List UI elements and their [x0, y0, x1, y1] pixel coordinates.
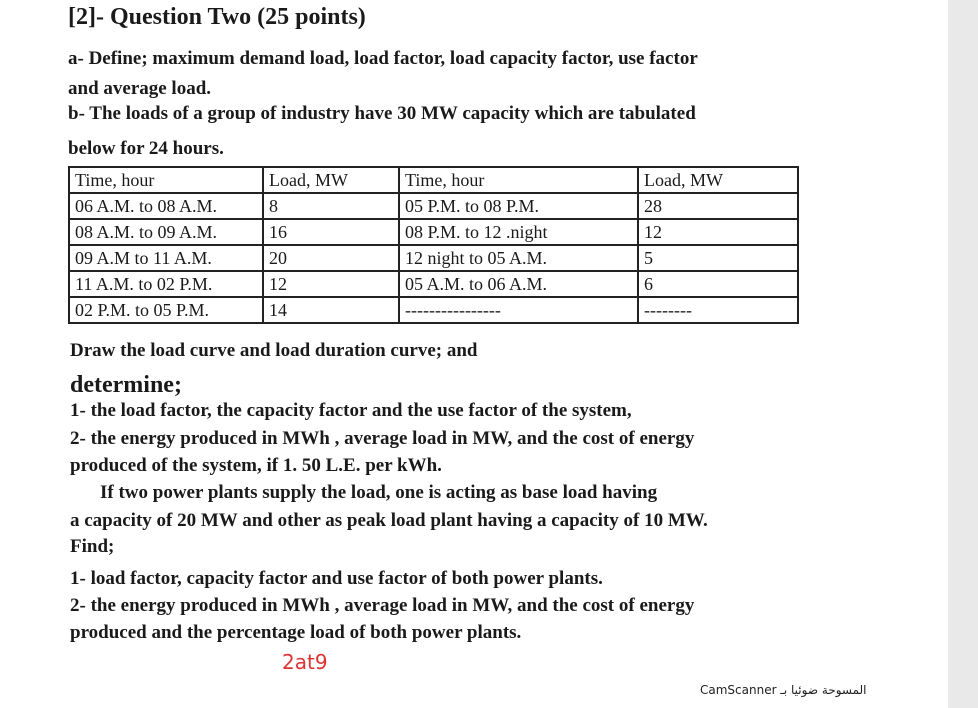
part-a-line: a- Define; maximum demand load, load fac…	[68, 48, 698, 69]
table-cell: 6	[637, 270, 799, 298]
table-cell: 09 A.M to 11 A.M.	[68, 244, 264, 272]
part-b-line: b- The loads of a group of industry have…	[68, 103, 696, 124]
body-line: 1- load factor, capacity factor and use …	[70, 568, 603, 589]
table-cell: 05 A.M. to 06 A.M.	[398, 270, 639, 298]
question-title: [2]- Question Two (25 points)	[68, 4, 366, 30]
body-line: If two power plants supply the load, one…	[100, 482, 658, 503]
table-cell: 5	[637, 244, 799, 272]
part-b-line: below for 24 hours.	[68, 138, 224, 159]
table-row: 09 A.M to 11 A.M. 20 12 night to 05 A.M. 5	[68, 244, 799, 272]
body-line: 2- the energy produced in MWh , average …	[70, 428, 695, 449]
body-line: produced and the percentage load of both…	[70, 622, 522, 643]
table-header-row: Time, hour Load, MW Time, hour Load, MW	[68, 166, 799, 194]
header-cell: Load, MW	[262, 166, 400, 194]
table-cell: 14	[262, 296, 400, 324]
table-cell: 8	[262, 192, 400, 220]
scanner-footer: المسوحة ضوئيا بـ CamScanner	[700, 683, 867, 697]
body-line: Draw the load curve and load duration cu…	[70, 340, 478, 361]
table-cell: 08 P.M. to 12 .night	[398, 218, 639, 246]
table-cell: 28	[637, 192, 799, 220]
table-cell: 12 night to 05 A.M.	[398, 244, 639, 272]
table-cell: --------	[637, 296, 799, 324]
body-line: Find;	[70, 536, 115, 557]
table-cell: 11 A.M. to 02 P.M.	[68, 270, 264, 298]
table-cell: 20	[262, 244, 400, 272]
header-cell: Time, hour	[68, 166, 264, 194]
table-row: 08 A.M. to 09 A.M. 16 08 P.M. to 12 .night…	[68, 218, 799, 246]
part-a-line: and average load.	[68, 78, 212, 99]
body-line: produced of the system, if 1. 50 L.E. pe…	[70, 455, 442, 476]
handwritten-note: 2at9	[282, 650, 328, 674]
table-cell: ----------------	[398, 296, 639, 324]
load-table: Time, hour Load, MW Time, hour Load, MW 06 A…	[68, 166, 799, 324]
body-line: 1- the load factor, the capacity factor …	[70, 400, 632, 421]
table-cell: 05 P.M. to 08 P.M.	[398, 192, 639, 220]
table-cell: 08 A.M. to 09 A.M.	[68, 218, 264, 246]
table-row: 06 A.M. to 08 A.M. 8 05 P.M. to 08 P.M. 28	[68, 192, 799, 220]
table-cell: 12	[637, 218, 799, 246]
body-line: a capacity of 20 MW and other as peak lo…	[70, 510, 708, 531]
page: [2]- Question Two (25 points) Time, hour…	[0, 0, 948, 708]
table-row: 11 A.M. to 02 P.M. 12 05 A.M. to 06 A.M. 6	[68, 270, 799, 298]
body-line: 2- the energy produced in MWh , average …	[70, 595, 695, 616]
table-cell: 12	[262, 270, 400, 298]
table-cell: 16	[262, 218, 400, 246]
header-cell: Load, MW	[637, 166, 799, 194]
table-row: 02 P.M. to 05 P.M. 14 ---------------- ----…	[68, 296, 799, 324]
table-cell: 02 P.M. to 05 P.M.	[68, 296, 264, 324]
header-cell: Time, hour	[398, 166, 639, 194]
body-line: determine;	[70, 372, 182, 398]
table-cell: 06 A.M. to 08 A.M.	[68, 192, 264, 220]
